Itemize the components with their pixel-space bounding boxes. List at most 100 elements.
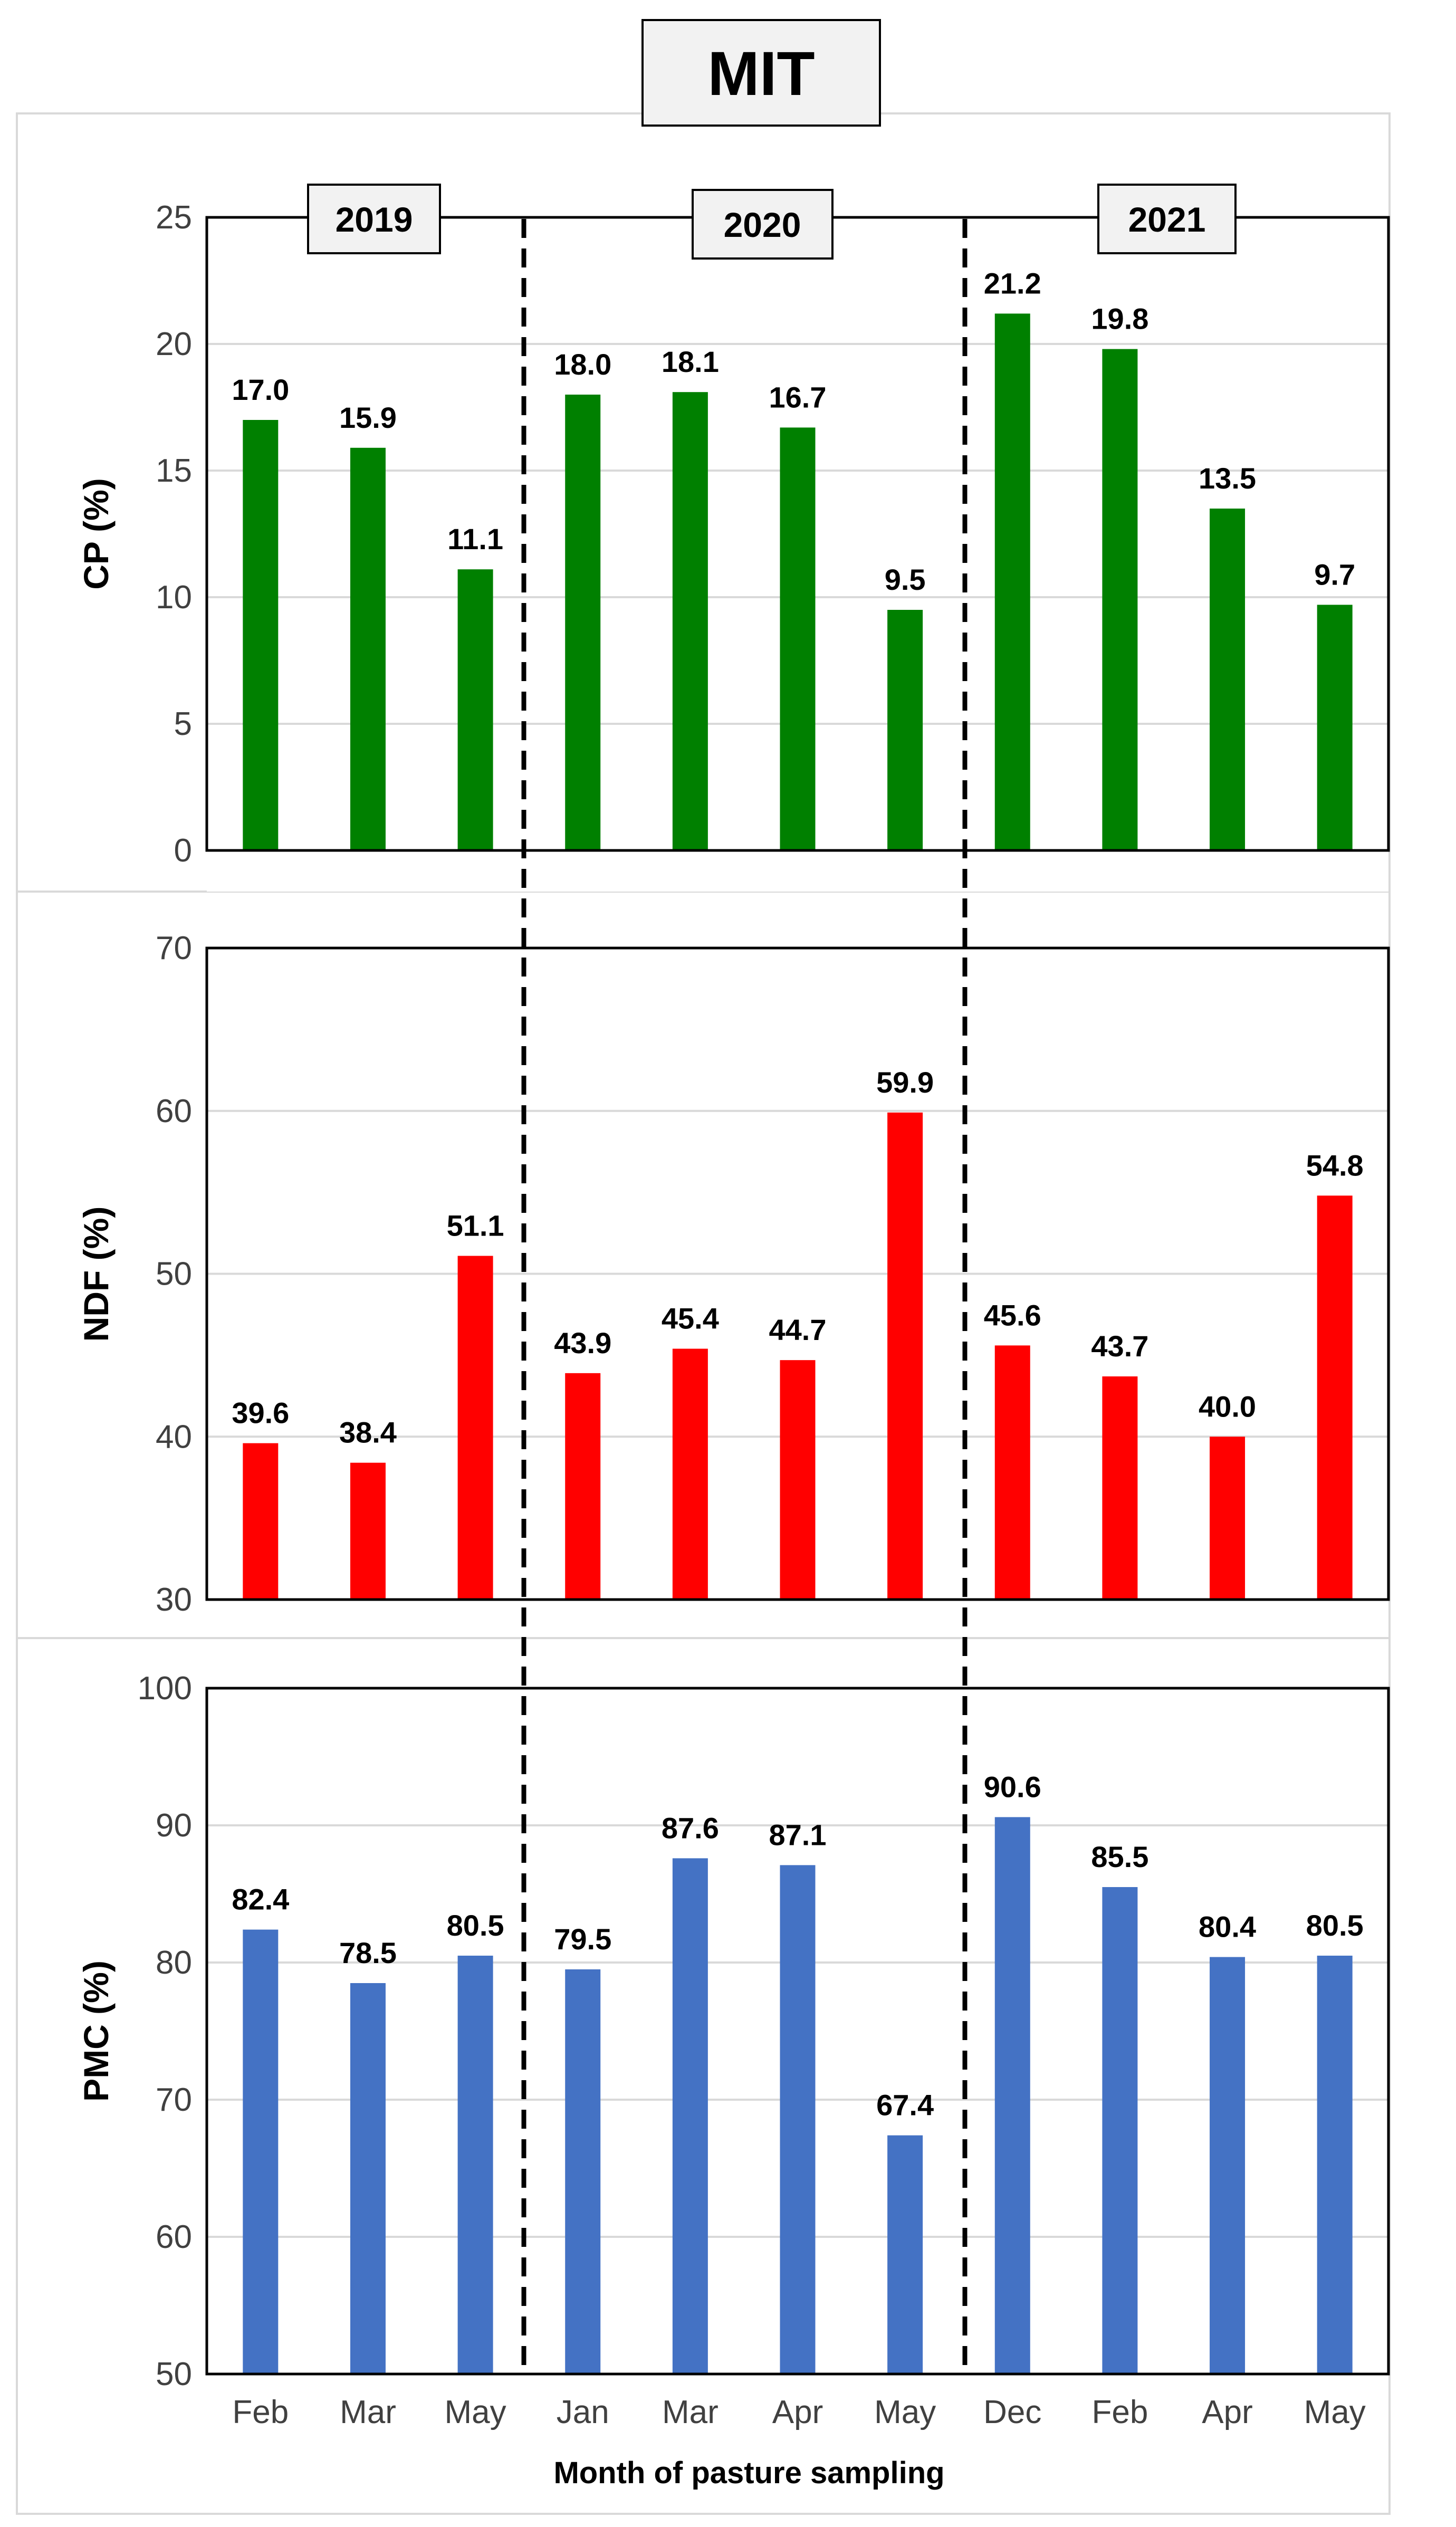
pmc-ytick-label: 80 (156, 1945, 192, 1981)
cp-data-label: 18.0 (554, 348, 611, 381)
cp-data-label: 9.5 (885, 563, 926, 596)
pmc-data-label: 80.4 (1199, 1910, 1256, 1944)
cp-data-label: 15.9 (339, 401, 397, 434)
year-box-2021 (1097, 184, 1237, 254)
cp-bar (243, 420, 279, 850)
ndf-bar (672, 1348, 708, 1600)
pmc-bar (457, 1956, 493, 2374)
year-label-2019: 2019 (336, 200, 413, 239)
ndf-bar (994, 1345, 1030, 1600)
cp-ytick-label: 10 (156, 579, 192, 616)
pmc-bar (887, 2135, 923, 2374)
cp-data-labels: 17.0 15.9 11.1 18.0 18.1 16.7 9.5 21.2 19.8 13.5 9… (232, 266, 1355, 596)
pmc-xtick-label: Mar (662, 2394, 719, 2430)
pmc-ytick-label: 100 (138, 1670, 192, 1707)
pmc-xtick-label: Feb (232, 2394, 289, 2430)
pmc-data-label: 80.5 (1306, 1909, 1364, 1942)
cp-bar (350, 447, 386, 850)
cp-ylabel: CP (%) (76, 478, 116, 589)
ndf-data-label: 59.9 (876, 1066, 934, 1099)
pmc-data-label: 82.4 (232, 1883, 289, 1916)
pmc-data-label: 85.5 (1091, 1840, 1148, 1873)
cp-ytick-label: 15 (156, 453, 192, 489)
ndf-ytick-labels: 30 40 50 60 70 (156, 930, 192, 1618)
figure-title: MIT (707, 39, 815, 109)
cp-bar (457, 569, 493, 850)
ndf-data-label: 54.8 (1306, 1148, 1364, 1182)
cp-data-label: 11.1 (447, 522, 503, 556)
cp-bar (565, 395, 601, 850)
cp-bar (1102, 349, 1138, 850)
ndf-bar (243, 1443, 279, 1600)
pmc-xtick-label: Mar (340, 2394, 396, 2430)
cp-bar (1317, 605, 1353, 850)
pmc-ytick-label: 90 (156, 1807, 192, 1844)
ndf-ytick-label: 70 (156, 930, 192, 966)
ndf-data-label: 51.1 (447, 1209, 504, 1242)
cp-bars (243, 313, 1353, 850)
ndf-data-label: 45.6 (984, 1298, 1041, 1332)
cp-bar (887, 610, 923, 850)
ndf-ytick-label: 30 (156, 1582, 192, 1618)
ndf-data-label: 43.7 (1091, 1329, 1148, 1363)
ndf-plot-area (205, 946, 1390, 1601)
ndf-data-label: 39.6 (232, 1396, 289, 1430)
pmc-bar (780, 1865, 816, 2374)
pmc-ytick-label: 60 (156, 2219, 192, 2255)
ndf-bar (780, 1360, 816, 1600)
pmc-bar (1102, 1887, 1138, 2374)
pmc-xtick-label: May (1304, 2394, 1366, 2430)
cp-data-label: 17.0 (232, 373, 289, 406)
cp-bar (994, 313, 1030, 850)
ndf-data-label: 38.4 (339, 1416, 397, 1449)
pmc-data-label: 79.5 (554, 1922, 611, 1956)
ndf-bar (887, 1112, 923, 1600)
year-label-2021: 2021 (1128, 200, 1206, 239)
ndf-bar (1102, 1376, 1138, 1600)
x-axis-title: Month of pasture sampling (553, 2456, 944, 2490)
cp-xaxis-cover (207, 886, 1388, 892)
ndf-bars (243, 1112, 1353, 1600)
ndf-bar (350, 1462, 386, 1600)
pmc-bar (565, 1969, 601, 2374)
cp-bar (672, 392, 708, 850)
ndf-ytick-label: 40 (156, 1419, 192, 1455)
ndf-ylabel: NDF (%) (76, 1207, 116, 1342)
pmc-data-label: 80.5 (447, 1909, 504, 1942)
pmc-bar (672, 1858, 708, 2374)
year-box-2019 (307, 184, 441, 254)
pmc-xtick-label: Apr (1202, 2394, 1252, 2430)
year-box-2020 (692, 189, 834, 260)
cp-data-label: 9.7 (1314, 558, 1355, 591)
cp-ytick-label: 5 (174, 706, 192, 742)
pmc-xtick-label: Apr (772, 2394, 823, 2430)
cp-ytick-label: 25 (156, 199, 192, 236)
cp-data-label: 13.5 (1199, 462, 1256, 495)
pmc-ytick-label: 50 (156, 2356, 192, 2392)
title-box (641, 19, 881, 127)
pmc-data-label: 78.5 (339, 1936, 397, 1969)
pmc-bar (994, 1817, 1030, 2374)
pmc-ylabel: PMC (%) (76, 1960, 116, 2102)
pmc-data-label: 87.1 (769, 1818, 827, 1851)
pmc-plot-area (205, 1687, 1390, 2376)
cp-data-label: 18.1 (662, 345, 719, 378)
pmc-bar (350, 1983, 386, 2374)
pmc-xtick-label: May (874, 2394, 936, 2430)
ndf-data-label: 44.7 (769, 1313, 827, 1346)
pmc-data-label: 67.4 (876, 2089, 934, 2122)
pmc-xtick-label: Dec (983, 2394, 1041, 2430)
pmc-data-labels: 82.4 78.5 80.5 79.5 87.6 87.1 67.4 90.6 85.5 80.4… (232, 1770, 1363, 2121)
pmc-ytick-labels: 50 60 70 80 90 100 (138, 1670, 192, 2392)
ndf-data-label: 40.0 (1199, 1390, 1256, 1423)
pmc-bar (243, 1929, 279, 2374)
pmc-xtick-labels: Feb Mar May Jan Mar Apr May Dec Feb Apr May (232, 2394, 1365, 2430)
ndf-bar (565, 1373, 601, 1600)
pmc-xtick-label: Feb (1091, 2394, 1148, 2430)
ndf-data-label: 45.4 (662, 1302, 719, 1335)
cp-ytick-labels: 0 5 10 15 20 25 (156, 199, 192, 869)
year-label-2020: 2020 (724, 205, 801, 244)
pmc-xtick-label: May (445, 2394, 506, 2430)
cp-data-label: 19.8 (1091, 302, 1148, 336)
